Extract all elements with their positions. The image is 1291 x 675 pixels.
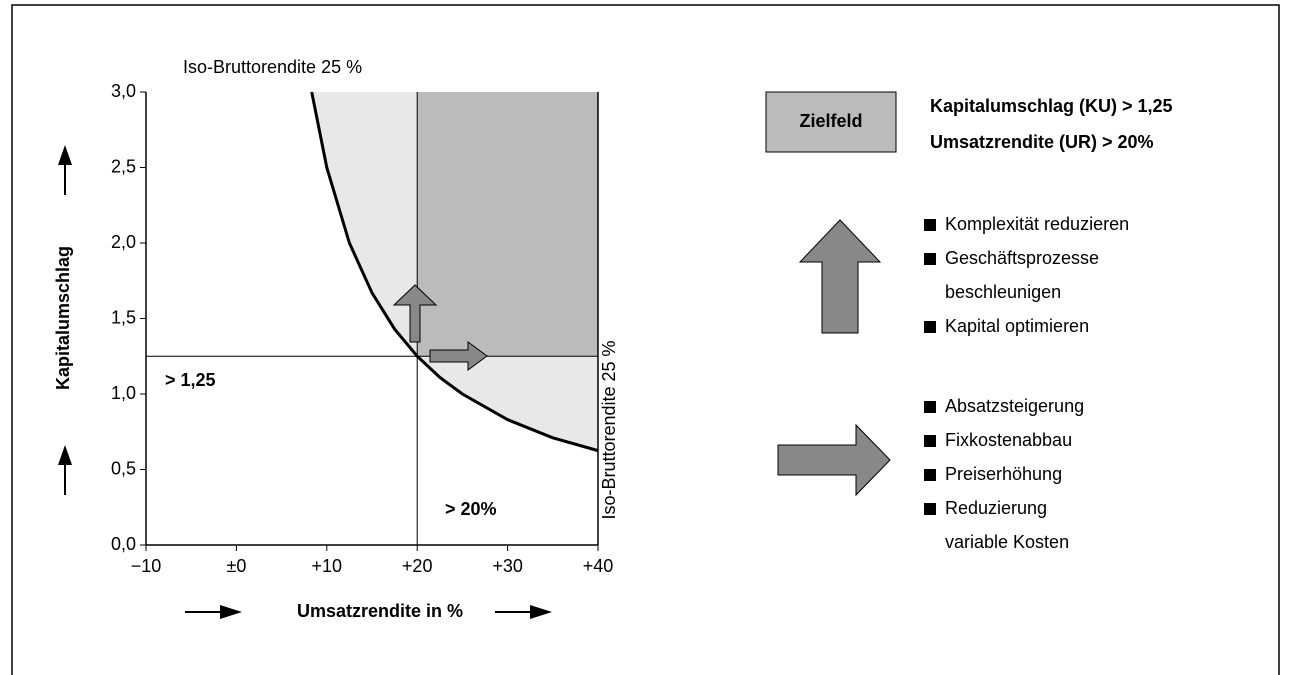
x-tick-label: +10: [312, 556, 343, 576]
x-tick-label: +40: [583, 556, 614, 576]
bullet: [924, 435, 936, 447]
measure-text: Kapital optimieren: [945, 316, 1089, 336]
target-area: [417, 92, 598, 357]
y-tick-label: 2,5: [111, 156, 136, 176]
up-arrow: [798, 219, 882, 334]
axis-arrows: [58, 145, 552, 619]
y-tick-label: 3,0: [111, 81, 136, 101]
measures: Komplexität reduzieren Geschäftsprozesse b…: [924, 214, 1129, 552]
measure-text: Fixkostenabbau: [945, 430, 1072, 450]
measure-text: Reduzierung: [945, 498, 1047, 518]
measure-text: beschleunigen: [945, 282, 1061, 302]
y-tick-label: 1,0: [111, 383, 136, 403]
bullet: [924, 503, 936, 515]
measure-text: Geschäftsprozesse: [945, 248, 1099, 268]
bullet: [924, 253, 936, 265]
x-tick-label: ±0: [226, 556, 246, 576]
small-right-arrow: [429, 341, 488, 371]
x-axis-label: Umsatzrendite in %: [297, 601, 463, 621]
right-arrow: [777, 423, 891, 497]
y-tick-label: 0,5: [111, 458, 136, 478]
chart-title: Iso-Bruttorendite 25 %: [183, 57, 362, 77]
bullet: [924, 401, 936, 413]
y-tick-label: 1,5: [111, 307, 136, 327]
threshold-label: > 1,25: [165, 370, 216, 390]
measure-text: variable Kosten: [945, 532, 1069, 552]
threshold-label: > 20%: [445, 499, 497, 519]
curve-label: Iso-Bruttorendite 25 %: [599, 340, 619, 519]
x-tick-label: −10: [131, 556, 162, 576]
x-tick-label: +30: [492, 556, 523, 576]
bullet: [924, 469, 936, 481]
y-tick-label: 2,0: [111, 232, 136, 252]
target-box: [765, 91, 897, 153]
bullet: [924, 321, 936, 333]
measure-text: Absatzsteigerung: [945, 396, 1084, 416]
measure-text: Preiserhöhung: [945, 464, 1062, 484]
small-up-arrow: [392, 284, 438, 343]
y-axis-label: Kapitalumschlag: [53, 246, 73, 390]
target-line: Umsatzrendite (UR) > 20%: [930, 132, 1154, 152]
bullet: [924, 219, 936, 231]
frame: [11, 4, 1280, 675]
target-line: Kapitalumschlag (KU) > 1,25: [930, 96, 1173, 116]
y-tick-label: 0,0: [111, 534, 136, 554]
measure-text: Komplexität reduzieren: [945, 214, 1129, 234]
plot: > 1,25 > 20% 0,0 0,5 1,0 1,5 2,0 2,5 3,0 −10 ±0 +10…: [111, 81, 613, 576]
iso-curve: [310, 91, 599, 453]
target-label: Zielfeld: [799, 111, 862, 131]
x-tick-label: +20: [402, 556, 433, 576]
